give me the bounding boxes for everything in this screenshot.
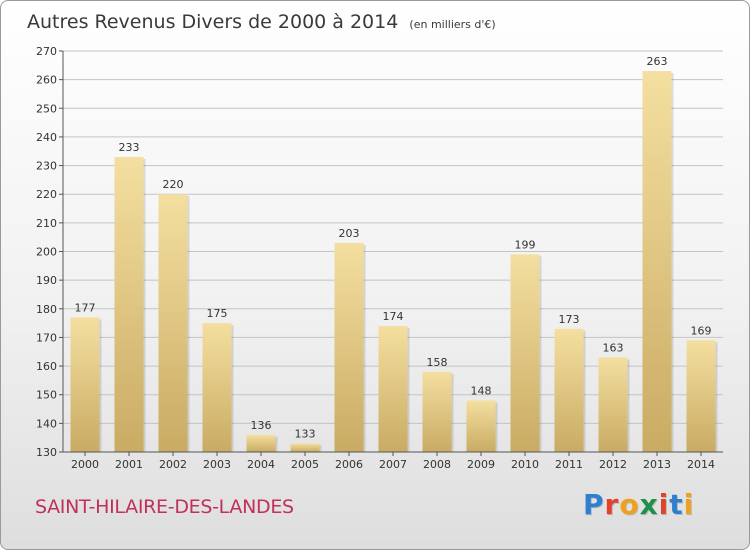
y-tick-label: 220 [36,188,57,201]
bar-2013[interactable] [642,71,672,453]
bars [70,71,718,453]
value-label: 169 [691,324,712,337]
value-label: 199 [515,238,536,251]
bar-2007[interactable] [378,325,408,452]
y-tick-label: 210 [36,217,57,230]
logo-letter: i [683,488,695,521]
bar-2009[interactable] [466,400,496,452]
bar-2008[interactable] [422,371,452,452]
chart-title-text: Autres Revenus Divers de 2000 à 2014 [27,11,399,33]
y-tick-label: 200 [36,246,57,259]
y-tick-label: 130 [36,446,57,459]
value-label: 220 [163,178,184,191]
y-tick-label: 270 [36,45,57,58]
bar-2000[interactable] [70,317,100,452]
logo-letter: x [639,488,659,521]
x-tick-label: 2001 [115,458,143,471]
x-tick-label: 2008 [423,458,451,471]
bar-2004[interactable] [246,434,276,452]
bar-2005[interactable] [290,443,320,452]
value-label: 158 [427,356,448,369]
proxiti-logo[interactable]: Proxiti [583,488,694,521]
x-tick-label: 2003 [203,458,231,471]
x-tick-label: 2004 [247,458,275,471]
bar-2006[interactable] [334,242,364,452]
value-label: 263 [647,55,668,68]
x-tick-label: 2002 [159,458,187,471]
y-tick-label: 180 [36,303,57,316]
value-label: 133 [295,427,316,440]
x-tick-label: 2000 [71,458,99,471]
value-label: 163 [603,341,624,354]
bar-2011[interactable] [554,328,584,452]
x-tick-label: 2006 [335,458,363,471]
bar-2014[interactable] [686,340,716,452]
bar-2001[interactable] [114,156,144,452]
x-tick-label: 2013 [643,458,671,471]
value-label: 175 [207,307,228,320]
y-tick-label: 170 [36,331,57,344]
logo-letter: t [669,488,684,521]
bar-2002[interactable] [158,194,188,452]
y-tick-label: 140 [36,417,57,430]
x-tick-label: 2014 [687,458,715,471]
value-label: 148 [471,384,492,397]
value-label: 203 [339,227,360,240]
logo-letter: o [619,488,640,521]
y-tick-label: 240 [36,131,57,144]
logo-letter: i [658,488,670,521]
logo-letter: P [583,488,605,521]
value-label: 136 [251,419,272,432]
chart-title: Autres Revenus Divers de 2000 à 2014 (en… [27,11,496,33]
x-tick-label: 2010 [511,458,539,471]
y-tick-label: 250 [36,102,57,115]
x-tick-label: 2007 [379,458,407,471]
x-tick-label: 2005 [291,458,319,471]
x-tick-label: 2011 [555,458,583,471]
value-label: 177 [75,301,96,314]
y-tick-label: 190 [36,274,57,287]
y-tick-label: 150 [36,389,57,402]
x-tick-label: 2009 [467,458,495,471]
value-label: 174 [383,310,404,323]
y-tick-label: 260 [36,74,57,87]
bar-2012[interactable] [598,357,628,452]
bar-2003[interactable] [202,323,232,452]
y-tick-label: 230 [36,160,57,173]
chart-unit: (en milliers d'€) [409,18,496,31]
bar-2010[interactable] [510,254,540,452]
logo-letter: r [604,488,620,521]
labels: 130 140 150 160 170 180 190 200 210 220 230 240 250 2… [36,45,715,471]
commune-name: SAINT-HILAIRE-DES-LANDES [35,496,294,518]
value-label: 233 [119,141,140,154]
value-label: 173 [559,313,580,326]
axes [59,50,723,456]
x-tick-label: 2012 [599,458,627,471]
y-tick-label: 160 [36,360,57,373]
